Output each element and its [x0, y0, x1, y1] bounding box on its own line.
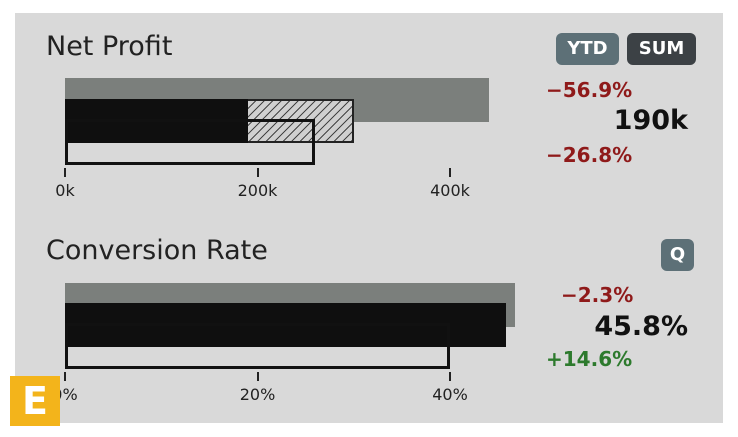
- net-profit-tick-0k: [64, 168, 66, 177]
- conversion-rate-tick-20pct: [256, 372, 259, 381]
- net-profit-tick-400k: [449, 168, 451, 177]
- conversion-rate-value: 45.8%: [594, 311, 688, 342]
- net-profit-tick-label-0k: 0k: [55, 181, 75, 200]
- net-profit-value: 190k: [613, 105, 688, 136]
- net-profit-delta-bottom: −26.8%: [546, 143, 633, 167]
- net-profit-tick-label-400k: 400k: [430, 181, 470, 200]
- net-profit-delta-top: −56.9%: [546, 78, 633, 102]
- ytd-badge[interactable]: YTD: [556, 33, 619, 65]
- conversion-rate-delta-bottom: +14.6%: [546, 347, 633, 371]
- net-profit-target-bar: [65, 119, 316, 165]
- sum-badge[interactable]: SUM: [627, 33, 696, 65]
- dashboard-panel: Net Profit YTD SUM −56.9% 190k −26.8% 0k…: [15, 13, 723, 423]
- net-profit-title: Net Profit: [46, 31, 173, 62]
- conversion-rate-tick-0pct: [64, 372, 66, 381]
- conversion-rate-target-bar: [65, 323, 450, 369]
- conversion-rate-tick-label-20pct: 20%: [239, 385, 276, 404]
- q-badge[interactable]: Q: [661, 239, 694, 271]
- net-profit-tick-label-200k: 200k: [237, 181, 278, 200]
- conversion-rate-delta-top: −2.3%: [561, 283, 634, 307]
- conversion-rate-tick-label-40pct: 40%: [432, 385, 468, 404]
- net-profit-tick-200k: [256, 168, 259, 177]
- conversion-rate-tick-40pct: [449, 372, 451, 381]
- conversion-rate-title: Conversion Rate: [46, 235, 268, 266]
- brand-logo: E: [10, 376, 60, 426]
